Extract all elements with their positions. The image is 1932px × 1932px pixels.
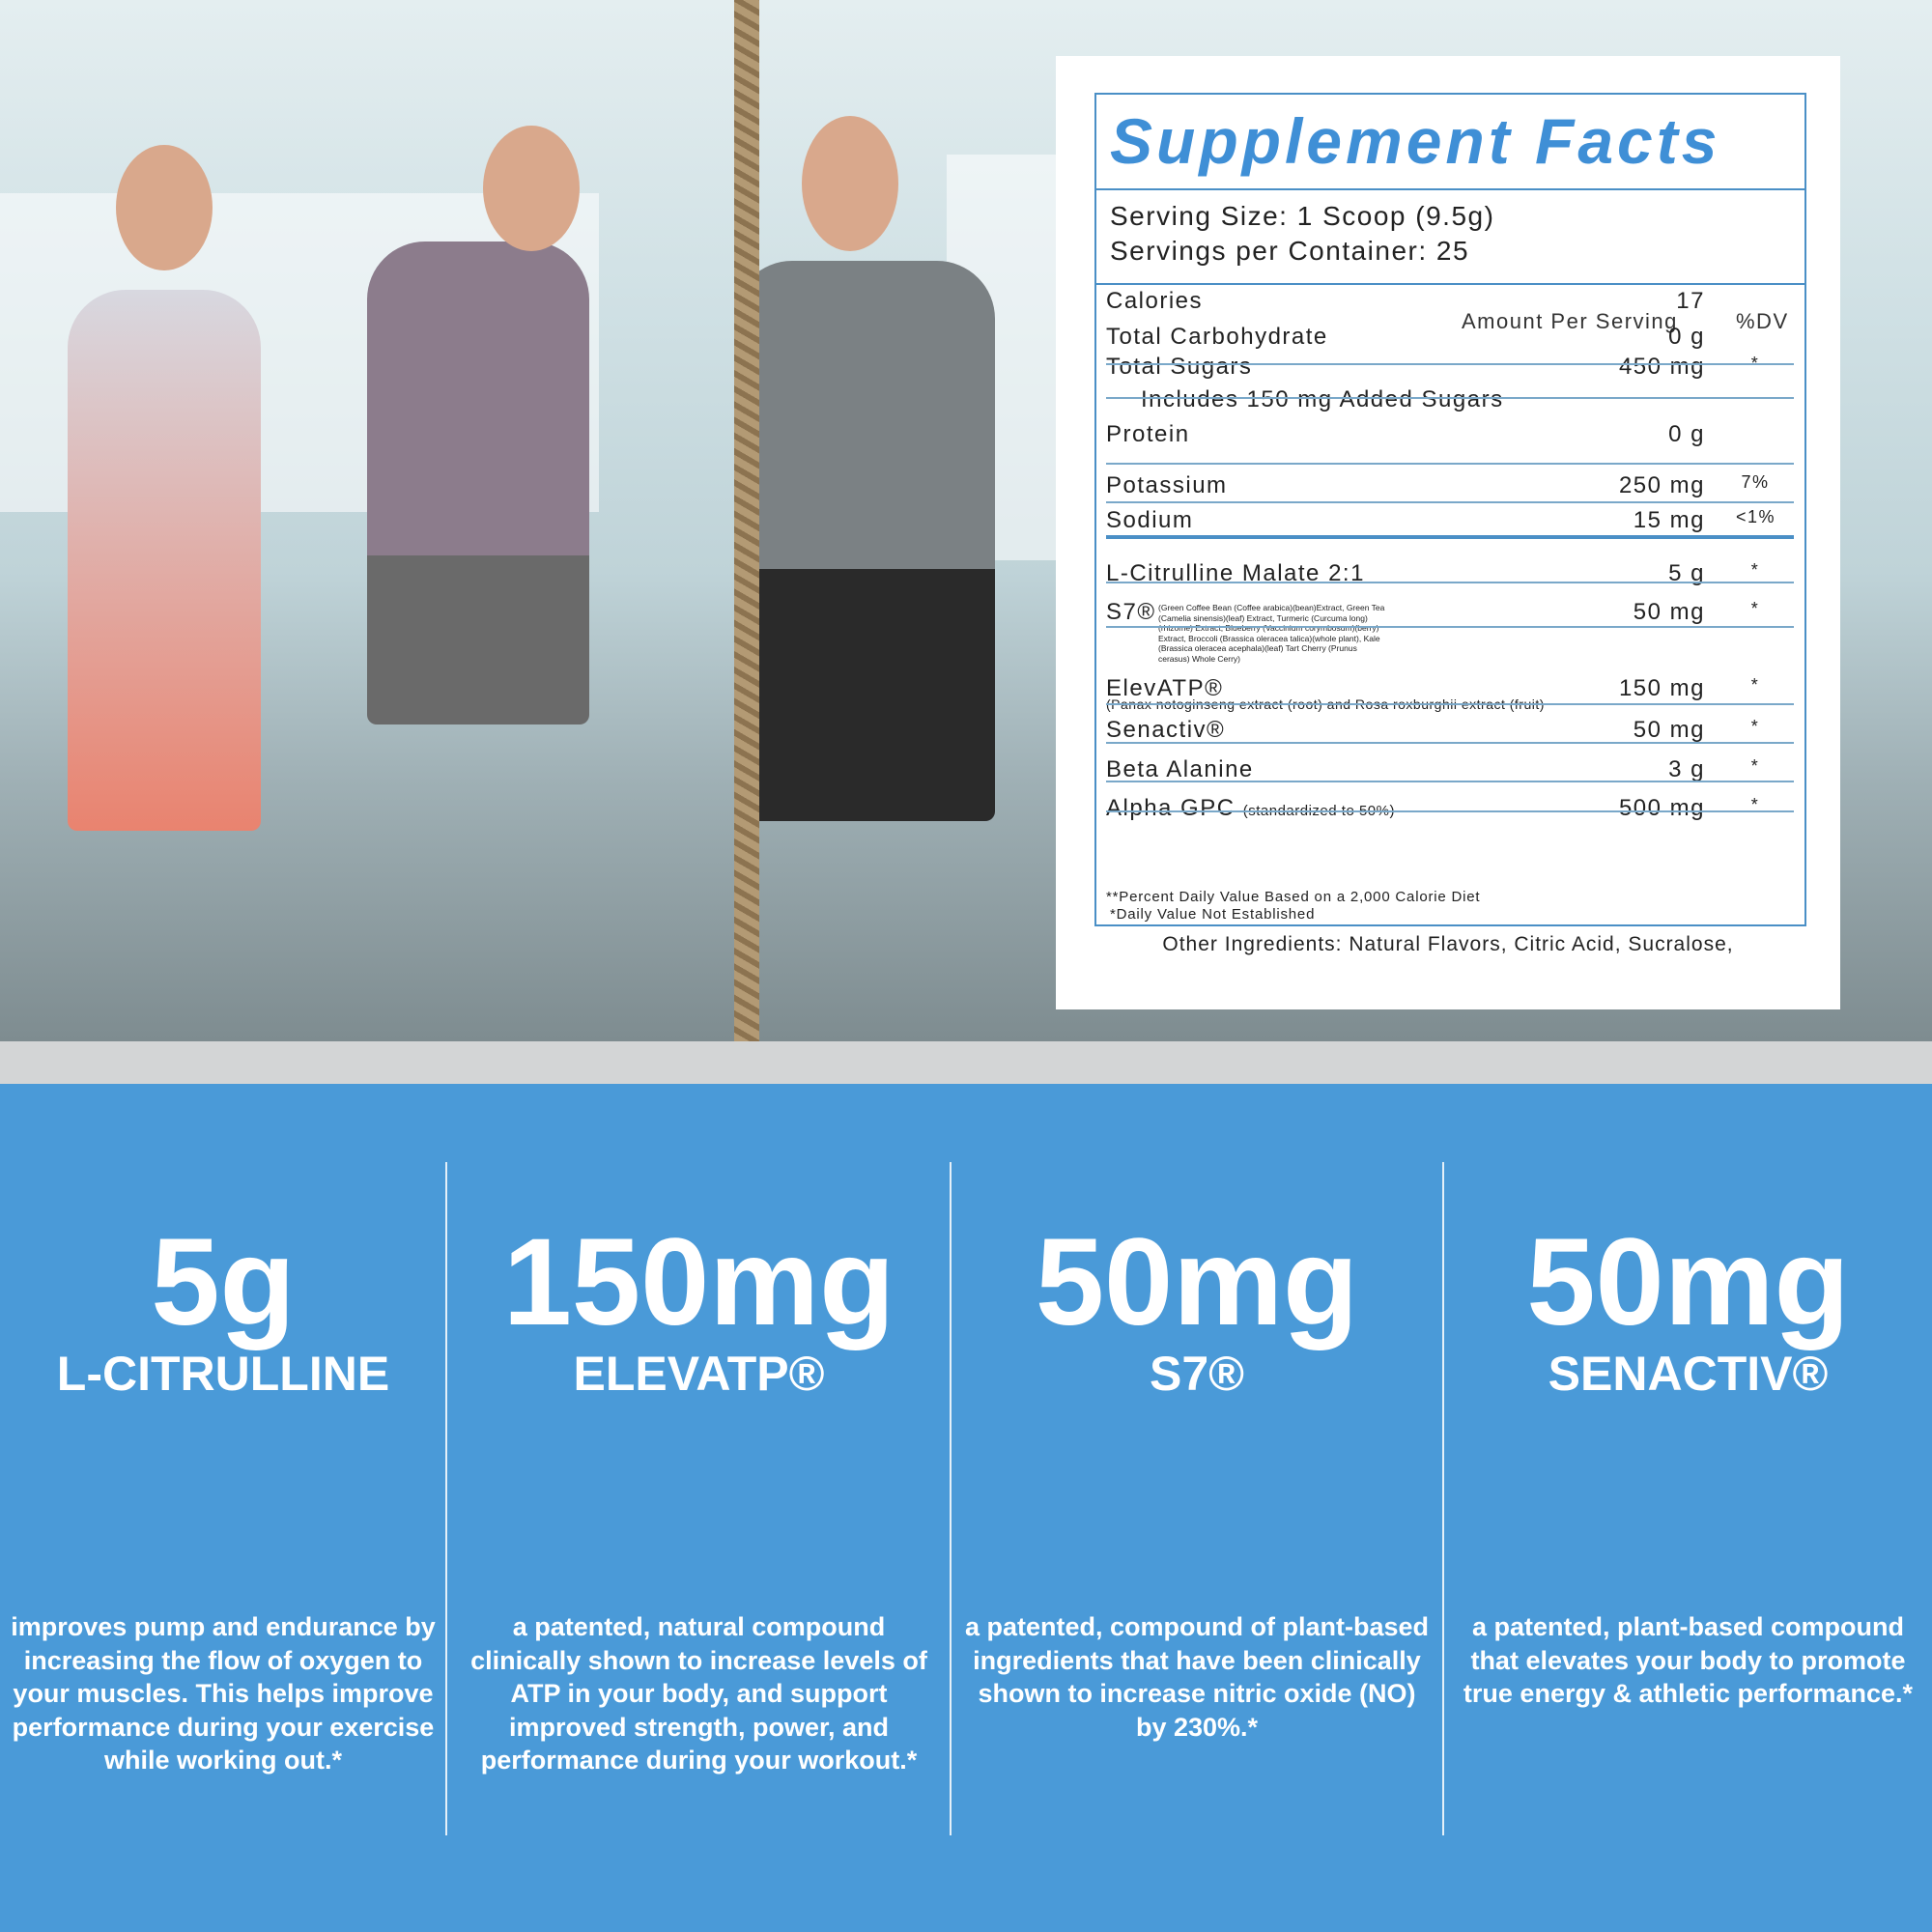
nutrient-name: Alpha GPC (standardized to 50%) [1106, 795, 1395, 821]
feature-column: 150mg ELEVATP® a patented, natural compoun… [448, 1162, 950, 1835]
serving-size: Serving Size: 1 Scoop (9.5g) [1110, 201, 1495, 231]
nutrient-name: Includes 150 mg Added Sugars [1141, 386, 1504, 412]
nutrient-name: Sodium [1106, 507, 1194, 533]
row-divider [1106, 501, 1794, 503]
nutrient-dv: * [1750, 717, 1760, 736]
nutrient-name: ElevATP® [1106, 675, 1224, 701]
person-man-right [734, 261, 995, 821]
feature-amount: 50mg [1526, 1213, 1850, 1351]
nutrient-amount: 15 mg [1633, 507, 1705, 533]
nutrient-amount: 500 mg [1618, 795, 1705, 821]
row-divider [1106, 810, 1794, 812]
feature-name: ELEVATP® [573, 1347, 825, 1401]
nutrient-dv: * [1750, 756, 1760, 776]
nutrient-amount: 450 mg [1618, 354, 1705, 380]
person-head [483, 126, 580, 251]
feature-name: S7® [1150, 1347, 1244, 1401]
footnote-dv: **Percent Daily Value Based on a 2,000 C… [1106, 889, 1481, 905]
feature-column: 5g L-CITRULLINE improves pump and enduranc… [0, 1162, 446, 1835]
row-divider [1106, 582, 1794, 583]
person-head [802, 116, 898, 251]
feature-description: improves pump and endurance by increasin… [11, 1612, 436, 1775]
nutrient-amount: 150 mg [1618, 675, 1705, 701]
footnote-not-established: *Daily Value Not Established [1110, 906, 1316, 923]
nutrient-name: S7® [1106, 599, 1156, 625]
feature-description: a patented, compound of plant-based ingr… [964, 1612, 1429, 1742]
nutrient-amount: 0 g [1668, 421, 1705, 447]
feature-amount: 50mg [1035, 1213, 1359, 1351]
nutrient-amount: 3 g [1668, 756, 1705, 782]
header-dv: %DV [1736, 309, 1789, 333]
feature-description: a patented, plant-based compound that el… [1463, 1612, 1914, 1708]
nutrient-name: Total Sugars [1106, 354, 1253, 380]
nutrient-amount: 250 mg [1618, 472, 1705, 498]
nutrient-amount: 0 g [1668, 324, 1705, 350]
nutrient-amount: 50 mg [1633, 599, 1705, 625]
other-ingredients: Other Ingredients: Natural Flavors, Citr… [1162, 933, 1734, 955]
person-head [116, 145, 213, 270]
nutrient-name: Beta Alanine [1106, 756, 1254, 782]
nutrient-dv: <1% [1736, 507, 1776, 526]
column-divider [1442, 1162, 1444, 1835]
header-amount: Amount Per Serving [1462, 309, 1678, 333]
feature-description: a patented, natural compound clinically … [470, 1612, 927, 1775]
column-divider [445, 1162, 447, 1835]
nutrient-dv: * [1750, 560, 1760, 580]
label-title: Supplement Facts [1096, 95, 1804, 190]
nutrient-name: Total Carbohydrate [1106, 324, 1328, 350]
person-woman [68, 290, 261, 831]
row-divider [1106, 397, 1794, 399]
row-divider [1106, 463, 1794, 465]
nutrient-dv: * [1750, 795, 1760, 814]
divider [1096, 283, 1804, 285]
row-divider [1106, 535, 1794, 539]
person-man-left [367, 242, 589, 724]
nutrient-dv: * [1750, 675, 1760, 695]
row-divider [1106, 703, 1794, 705]
nutrient-name: Calories [1106, 288, 1204, 314]
feature-amount: 150mg [502, 1213, 895, 1351]
feature-amount: 5g [151, 1213, 296, 1351]
nutrient-dv: 7% [1741, 472, 1770, 492]
climbing-rope [734, 0, 759, 1041]
serving-info: Serving Size: 1 Scoop (9.5g) Servings pe… [1110, 199, 1494, 269]
row-divider [1106, 781, 1794, 782]
supplement-facts-card: Supplement Facts Serving Size: 1 Scoop (… [1056, 56, 1840, 1009]
nutrient-amount: 50 mg [1633, 717, 1705, 743]
feature-column: 50mg SENACTIV® a patented, plant-based com… [1444, 1162, 1932, 1835]
servings-per-container: Servings per Container: 25 [1110, 236, 1470, 266]
feature-column: 50mg S7® a patented, compound of plant-bas… [952, 1162, 1442, 1835]
nutrient-amount: 17 [1676, 288, 1705, 314]
row-divider [1106, 626, 1794, 628]
nutrient-name: Senactiv® [1106, 717, 1226, 743]
column-divider [950, 1162, 952, 1835]
divider-band [0, 1041, 1932, 1084]
row-divider [1106, 363, 1794, 365]
row-divider [1106, 742, 1794, 744]
feature-name: L-CITRULLINE [56, 1347, 390, 1401]
feature-name: SENACTIV® [1548, 1347, 1829, 1401]
nutrient-dv: * [1750, 599, 1760, 618]
ingredient-detail: (Green Coffee Bean (Coffee arabica)(bean… [1158, 603, 1385, 664]
nutrient-name: Protein [1106, 421, 1190, 447]
nutrient-name: Potassium [1106, 472, 1228, 498]
supplement-facts-box: Supplement Facts Serving Size: 1 Scoop (… [1094, 93, 1806, 926]
